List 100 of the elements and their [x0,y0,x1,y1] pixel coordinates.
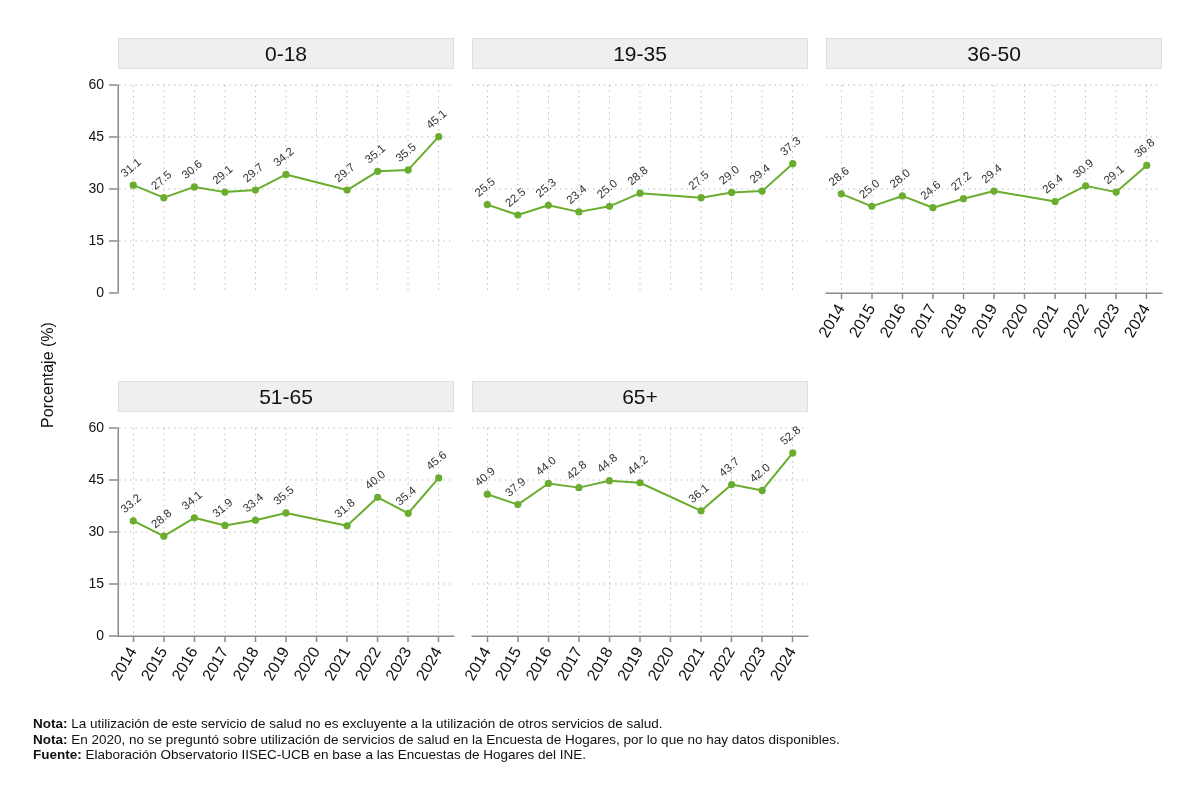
point [282,509,290,517]
data-label: 33.2 [118,491,144,516]
point [129,181,137,189]
data-label: 27.2 [948,169,974,193]
point [221,188,229,196]
point [697,507,705,515]
data-label: 29.1 [1101,162,1127,187]
data-label: 30.9 [1070,156,1096,181]
point [435,133,443,141]
data-label: 34.1 [179,488,205,512]
point [1143,161,1151,170]
data-label: 25.3 [533,175,559,200]
data-label: 44.0 [533,454,559,478]
point [990,187,998,195]
chart-title: 36-50 [826,38,1162,69]
data-label: 31.9 [209,495,235,520]
point [374,493,382,501]
point [929,204,937,212]
data-label: 40.0 [362,467,388,492]
y-tick-label: 60 [88,418,105,435]
data-label: 29.1 [209,162,235,187]
chart-title: 51-65 [118,381,454,412]
data-label: 35.1 [362,141,388,166]
y-tick-label: 45 [88,470,105,487]
point [868,202,876,210]
y-tick-label: 60 [88,75,105,92]
point [605,477,614,485]
data-label: 36.1 [686,481,711,506]
point [575,484,583,492]
point [697,194,705,202]
point [404,166,412,174]
point [435,474,443,482]
y-tick-label: 15 [88,231,105,248]
data-label: 45.1 [423,107,449,131]
point [959,195,968,203]
data-label: 44.2 [625,453,650,477]
point [404,509,412,517]
point [282,170,290,179]
data-label: 45.6 [423,448,449,473]
y-axis-title: Porcentaje (%) [39,322,57,428]
data-label: 29.0 [716,163,742,187]
point [1112,188,1120,196]
data-label: 36.8 [1131,136,1157,160]
point [1082,182,1090,190]
point [837,190,845,198]
source-note: Fuente: Elaboración Observatorio IISEC-UCB en base a las Encuestas de Hogares del INE. [33,747,587,762]
point [575,208,583,216]
data-label: 30.6 [179,157,205,182]
data-label: 25.0 [856,176,882,201]
data-label: 28.0 [887,166,913,191]
point [544,201,552,209]
data-label: 29.4 [979,161,1005,186]
text: Nota: En 2020, no se preguntó sobre utilización de servicios de salud en la Encuesta de Hogares, por lo que no hay datos disponibles. [33,731,840,747]
point [483,201,491,209]
data-label: 37.9 [502,475,528,499]
data-label: 31.1 [118,155,144,180]
point [343,186,351,194]
point [544,479,552,488]
point [728,188,736,197]
point [129,517,137,525]
y-tick-label: 30 [88,179,105,196]
chart-title: 65+ [472,381,808,412]
chart-title: 0-18 [118,38,454,69]
data-label: 35.4 [393,483,419,508]
point [160,194,168,202]
data-label: 35.5 [271,483,296,508]
point [514,211,522,219]
y-tick-label: 45 [88,127,105,144]
point [789,449,797,457]
data-label: 22.5 [502,185,528,210]
data-label: 37.3 [777,134,803,158]
point [636,189,644,197]
point [728,480,736,489]
y-tick-label: 0 [96,626,105,643]
point [251,186,260,194]
point [758,187,766,195]
point [251,516,260,524]
point [190,183,198,191]
text: Nota: La utilización de este servicio de salud no es excluyente a la utilización de otros servicios de salud. [33,716,663,731]
data-label: 33.4 [240,490,266,515]
y-tick-label: 30 [88,522,105,539]
data-label: 52.8 [777,423,803,448]
data-label: 42.8 [563,458,589,482]
data-label: 35.5 [393,140,419,165]
data-label: 28.6 [826,164,852,189]
data-label: 42.0 [747,460,773,485]
point [374,167,382,175]
point [1051,197,1059,206]
data-label: 29.7 [332,160,357,185]
data-label: 28.8 [625,163,650,188]
point [758,486,766,494]
data-label: 40.9 [472,464,498,489]
data-label: 44.8 [594,451,620,475]
data-label: 24.6 [917,178,943,202]
y-tick-label: 15 [88,574,105,591]
y-tick-label: 0 [96,283,105,300]
data-label: 31.8 [332,496,357,520]
data-label: 43.7 [716,455,742,479]
point [789,160,797,168]
point [898,192,906,200]
